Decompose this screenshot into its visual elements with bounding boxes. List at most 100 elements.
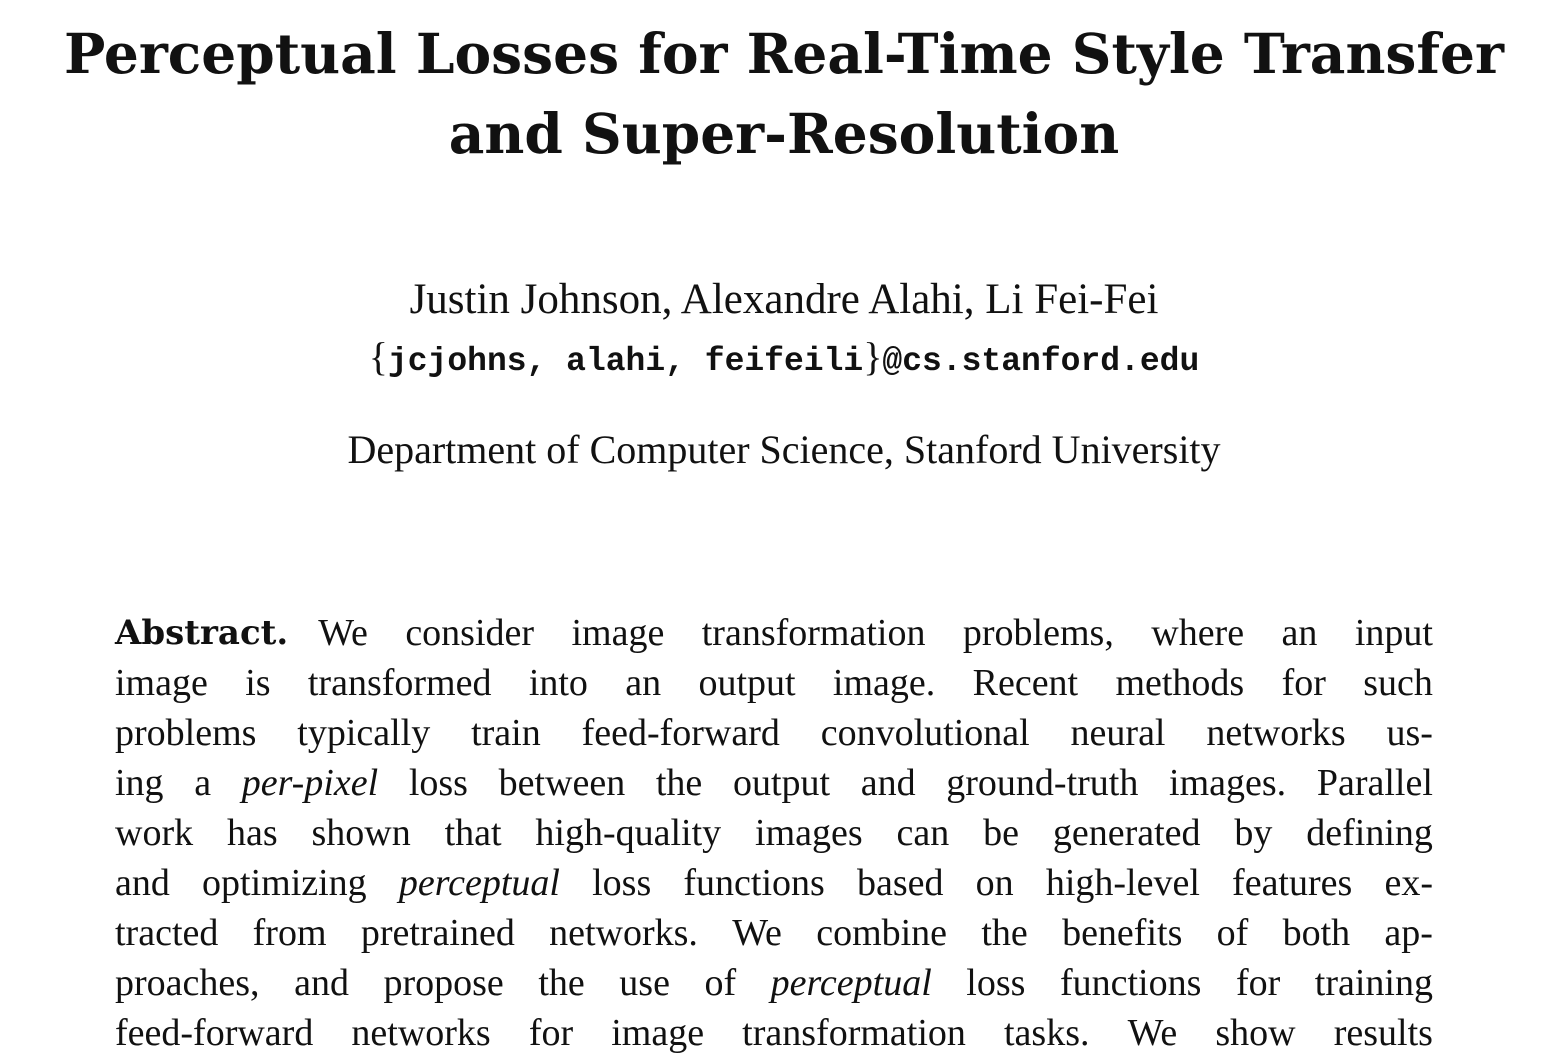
- abstract-word: input: [1354, 612, 1433, 654]
- email-open-brace: {: [368, 334, 388, 379]
- abstract: Abstract. We consider image transformation pr…: [115, 608, 1433, 1058]
- abstract-word: output: [698, 662, 796, 704]
- abstract-line-text: We consider image transformation problems, wh…: [318, 608, 1433, 658]
- abstract-word: tracted: [115, 912, 219, 954]
- abstract-word: for: [1281, 662, 1326, 704]
- abstract-word: ing: [115, 762, 164, 804]
- abstract-word: is: [245, 662, 271, 704]
- abstract-line: tracted from pretrained networks. We combine t…: [115, 908, 1433, 958]
- abstract-word: us-: [1386, 712, 1433, 754]
- author-affiliation: Department of Computer Science, Stanford…: [347, 427, 1221, 472]
- abstract-word: pretrained: [360, 912, 515, 954]
- abstract-word: networks: [351, 1012, 491, 1054]
- abstract-word: shown: [311, 812, 411, 854]
- abstract-word: into: [528, 662, 588, 704]
- abstract-word: per-pixel: [241, 762, 379, 804]
- abstract-word: problems: [115, 712, 257, 754]
- abstract-word: output: [732, 762, 831, 804]
- abstract-word: feed-forward: [581, 712, 780, 754]
- abstract-word: based: [856, 862, 944, 904]
- abstract-word: perceptual: [398, 862, 560, 904]
- abstract-word: features: [1232, 862, 1353, 904]
- abstract-word: a: [194, 762, 212, 804]
- paper-title-line-1: Perceptual Losses for Real-Time Style Tr…: [63, 21, 1505, 86]
- abstract-word: neural: [1070, 712, 1166, 754]
- author-emails: {jcjohns, alahi, feifeili}@cs.stanford.e…: [0, 334, 1568, 385]
- abstract-word: an: [1281, 612, 1318, 654]
- abstract-word: combine: [816, 912, 948, 954]
- email-usernames: jcjohns, alahi, feifeili: [387, 343, 864, 380]
- abstract-word: image: [611, 1012, 705, 1054]
- abstract-word: problems,: [962, 612, 1114, 654]
- abstract-line: work has shown that high-quality images can be g…: [115, 808, 1433, 858]
- abstract-word: networks: [1206, 712, 1346, 754]
- abstract-line: feed-forward networks for image transformati…: [115, 1008, 1433, 1058]
- abstract-word: between: [498, 762, 626, 804]
- abstract-word: tasks.: [1003, 1012, 1090, 1054]
- email-close-brace: }: [863, 334, 883, 379]
- abstract-word: Recent: [972, 662, 1079, 704]
- abstract-word: Parallel: [1316, 762, 1433, 804]
- abstract-word: consider: [405, 612, 535, 654]
- abstract-word: both: [1282, 912, 1351, 954]
- abstract-word: an: [625, 662, 662, 704]
- abstract-word: such: [1363, 662, 1433, 704]
- abstract-word: by: [1234, 812, 1273, 854]
- abstract-word: loss: [592, 862, 652, 904]
- abstract-word: image: [571, 612, 665, 654]
- abstract-word: images.: [1169, 762, 1287, 804]
- abstract-word: We: [732, 912, 782, 954]
- abstract-word: train: [471, 712, 541, 754]
- abstract-word: methods: [1115, 662, 1245, 704]
- abstract-word: We: [1127, 1012, 1178, 1054]
- abstract-line: image is transformed into an output image. Rece…: [115, 658, 1433, 708]
- abstract-word: optimizing: [202, 862, 367, 904]
- abstract-word: and: [294, 962, 349, 1004]
- abstract-word: feed-forward: [115, 1012, 314, 1054]
- abstract-word: images: [755, 812, 863, 854]
- abstract-word: ap-: [1384, 912, 1433, 954]
- abstract-word: transformation: [742, 1012, 966, 1054]
- abstract-word: the: [655, 762, 703, 804]
- abstract-word: has: [226, 812, 278, 854]
- email-domain: @cs.stanford.edu: [882, 343, 1200, 380]
- abstract-word: on: [975, 862, 1014, 904]
- abstract-word: be: [983, 812, 1020, 854]
- abstract-word: loss: [408, 762, 468, 804]
- abstract-word: transformation: [701, 612, 926, 654]
- abstract-word: that: [444, 812, 502, 854]
- abstract-line: and optimizing perceptual loss functions base…: [115, 858, 1433, 908]
- abstract-word: and: [860, 762, 916, 804]
- abstract-word: functions: [1059, 962, 1202, 1004]
- abstract-word: image: [115, 662, 208, 704]
- abstract-word: can: [896, 812, 950, 854]
- abstract-word: the: [981, 912, 1028, 954]
- abstract-word: functions: [683, 862, 825, 904]
- abstract-word: work: [115, 812, 194, 854]
- abstract-word: defining: [1306, 812, 1433, 854]
- abstract-word: convolutional: [820, 712, 1030, 754]
- abstract-word: image.: [832, 662, 936, 704]
- abstract-word: show: [1215, 1012, 1296, 1054]
- abstract-line: Abstract. We consider image transformation pr…: [115, 608, 1433, 658]
- abstract-word: perceptual: [770, 962, 932, 1004]
- abstract-word: results: [1333, 1012, 1433, 1054]
- paper-title: Perceptual Losses for Real-Time Style Tr…: [0, 14, 1568, 174]
- abstract-word: for: [528, 1012, 574, 1054]
- abstract-word: ex-: [1384, 862, 1433, 904]
- abstract-word: where: [1151, 612, 1245, 654]
- paper-title-line-2: and Super-Resolution: [448, 101, 1120, 166]
- abstract-word: ground-truth: [946, 762, 1139, 804]
- abstract-word: the: [538, 962, 585, 1004]
- abstract-word: typically: [297, 712, 431, 754]
- abstract-word: loss: [966, 962, 1026, 1004]
- abstract-label: Abstract.: [115, 613, 289, 653]
- abstract-word: of: [1216, 912, 1249, 954]
- abstract-line: proaches, and propose the use of perceptual los…: [115, 958, 1433, 1008]
- abstract-word: transformed: [307, 662, 492, 704]
- abstract-word: use: [619, 962, 670, 1004]
- abstract-word: We: [318, 612, 368, 654]
- abstract-word: for: [1235, 962, 1281, 1004]
- abstract-word: of: [704, 962, 737, 1004]
